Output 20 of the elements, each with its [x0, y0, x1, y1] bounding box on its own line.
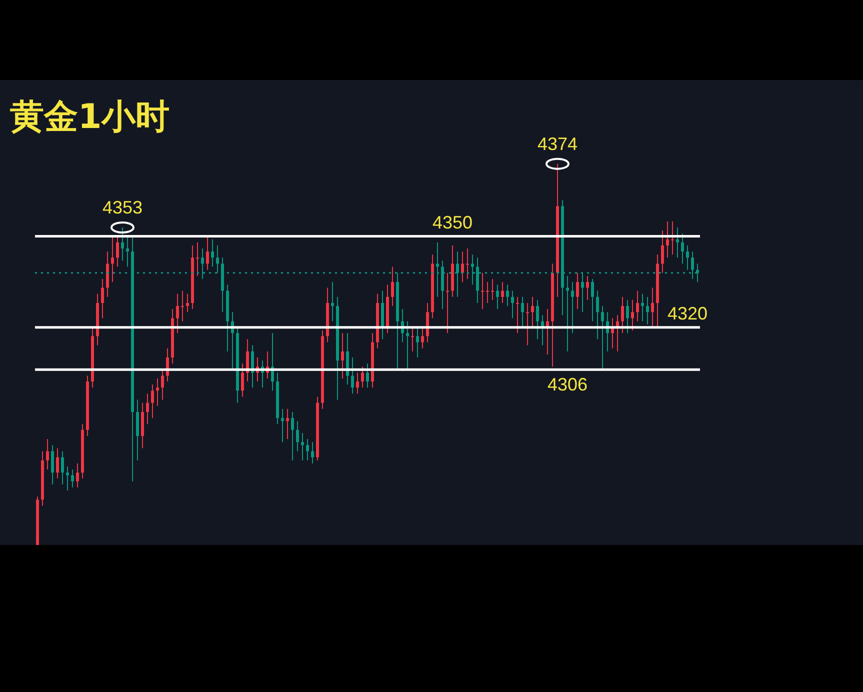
chart-title: 黄金1小时 — [10, 96, 170, 139]
candlestick — [481, 272, 484, 310]
annotation: 4350 — [432, 212, 473, 232]
candlestick — [466, 248, 469, 279]
candlestick — [566, 276, 569, 352]
candlestick — [281, 408, 284, 442]
candlestick — [516, 296, 519, 334]
candlestick — [331, 282, 334, 322]
candlestick — [446, 272, 449, 334]
candlestick — [486, 282, 489, 303]
candlestick — [526, 302, 529, 346]
annotation: 4320 — [667, 303, 708, 324]
annotation: 4353 — [102, 198, 143, 218]
candlestick — [181, 290, 184, 322]
candlestick — [491, 278, 494, 300]
candlestick — [196, 242, 199, 276]
annotation: 4374 — [537, 134, 578, 154]
annotation: 4306 — [547, 374, 588, 394]
candlestick — [286, 408, 289, 440]
candlestick — [411, 327, 414, 352]
